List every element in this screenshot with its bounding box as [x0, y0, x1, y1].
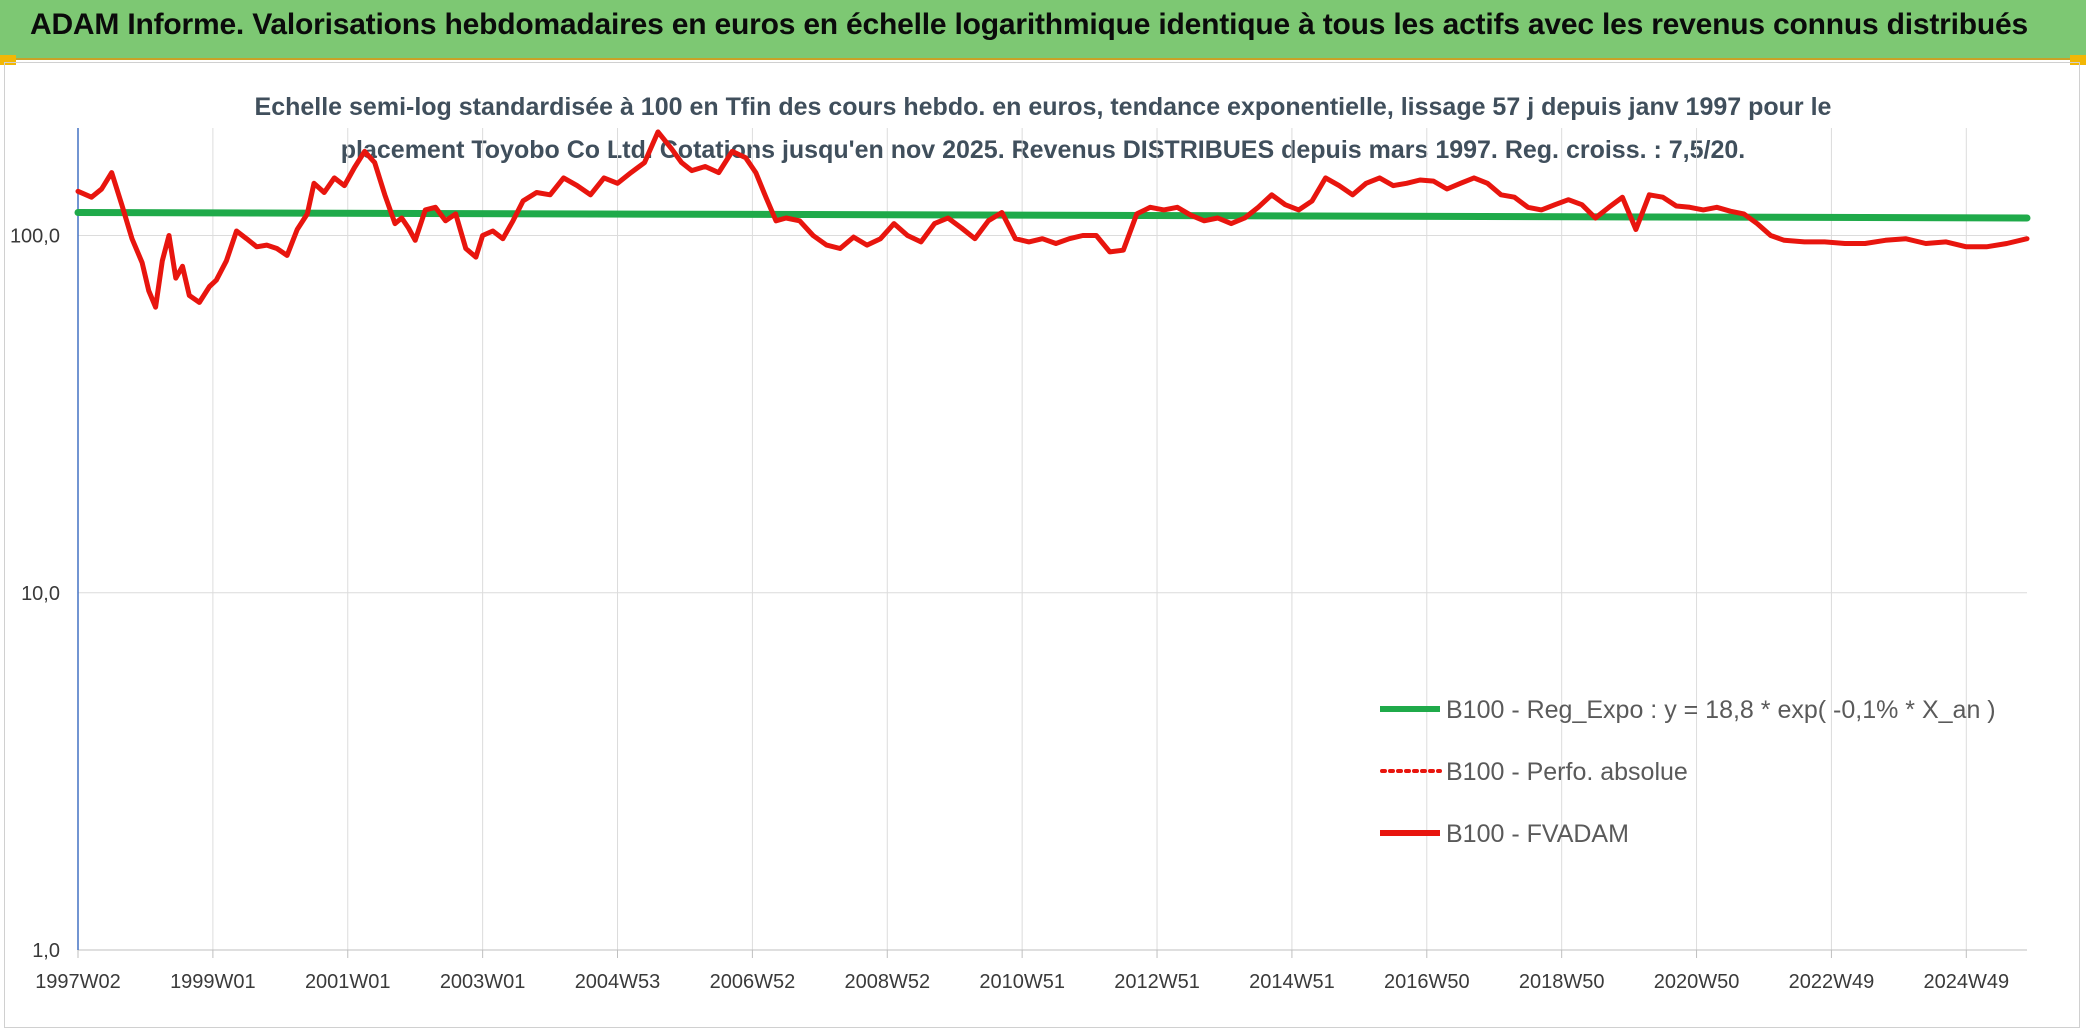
legend-label-fvadam: B100 - FVADAM [1446, 820, 1629, 848]
chart-title-line-1: Echelle semi-log standardisée à 100 en T… [255, 93, 1832, 121]
chart-frame [4, 62, 2080, 1028]
chart-title-line-2: placement Toyobo Co Ltd. Cotations jusqu… [341, 136, 1745, 164]
x-tick-label: 2003W01 [440, 971, 526, 993]
y-tick-label: 100,0 [10, 226, 60, 248]
x-tick-label: 2006W52 [710, 971, 796, 993]
x-tick-label: 2014W51 [1249, 971, 1335, 993]
x-tick-label: 1999W01 [170, 971, 256, 993]
page-title: ADAM Informe. Valorisations hebdomadaire… [30, 8, 2028, 41]
corner-mark-left [0, 55, 16, 65]
chart-title: Echelle semi-log standardisée à 100 en T… [255, 93, 1832, 164]
legend-label-perfo: B100 - Perfo. absolue [1446, 758, 1688, 786]
legend: B100 - Reg_Expo : y = 18,8 * exp( -0,1% … [1380, 696, 1996, 848]
x-tick-label: 2004W53 [575, 971, 661, 993]
series-line-fvadam [75, 129, 2030, 310]
x-tick-label: 2012W51 [1114, 971, 1200, 993]
x-tick-label: 2008W52 [844, 971, 930, 993]
grid-lines [77, 128, 2027, 958]
header-bar: ADAM Informe. Valorisations hebdomadaire… [0, 0, 2086, 60]
series-line-regression [74, 209, 2031, 222]
x-tick-label: 2024W49 [1923, 971, 2009, 993]
y-axis-ticks: 1,0 10,0 100,0 [10, 226, 60, 962]
corner-mark-right [2070, 55, 2086, 65]
y-tick-label: 10,0 [21, 583, 60, 605]
x-axis-ticks: 1997W02 1999W01 2001W01 2003W01 2004W53 2006W… [35, 971, 2009, 993]
x-tick-label: 1997W02 [35, 971, 121, 993]
x-tick-label: 2022W49 [1789, 971, 1875, 993]
x-tick-label: 2010W51 [979, 971, 1065, 993]
x-tick-label: 2018W50 [1519, 971, 1605, 993]
x-tick-label: 2016W50 [1384, 971, 1470, 993]
series-group [74, 129, 2031, 310]
legend-label-regression: B100 - Reg_Expo : y = 18,8 * exp( -0,1% … [1446, 696, 1996, 724]
x-tick-label: 2020W50 [1654, 971, 1740, 993]
x-tick-label: 2001W01 [305, 971, 391, 993]
y-tick-label: 1,0 [32, 940, 60, 962]
